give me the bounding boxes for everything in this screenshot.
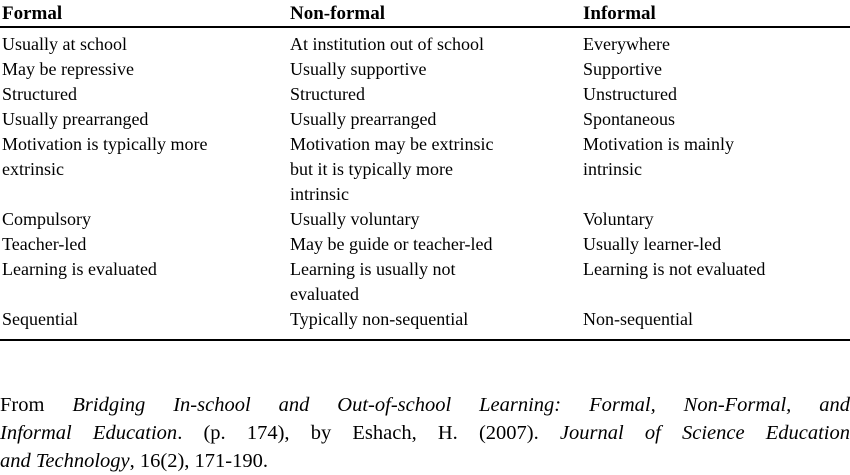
table-row: Usually prearranged Usually prearranged … [0,107,850,132]
table-cell: Usually voluntary [290,209,420,229]
table-cell: Compulsory [2,209,92,229]
table-cell: Learning is usually not evaluated [290,259,456,304]
citation-journal: Journal of Science Education [559,422,850,444]
citation-from: From [0,394,73,416]
table-cell: Motivation may be extrinsic but it is ty… [290,134,494,204]
table-cell: Motivation is mainly intrinsic [583,134,734,179]
table-cell: Unstructured [583,84,677,104]
table-row: Usually at school At institution out of … [0,32,850,57]
table-cell: Structured [290,84,365,104]
table-cell: Typically non-sequential [290,309,469,329]
table-cell: Teacher-led [2,234,87,254]
table-cell: Usually learner-led [583,234,722,254]
table-cell: May be guide or teacher-led [290,234,493,254]
column-header-formal: Formal [2,3,63,24]
citation-line: and Technology, 16(2), 171-190. [0,447,850,475]
column-header-nonformal: Non-formal [290,3,385,24]
table-row: Structured Structured Unstructured [0,82,850,107]
citation-line: From Bridging In-school and Out-of-schoo… [0,391,850,419]
citation-suffix: , 16(2), 171-190. [129,450,268,472]
table-cell: Spontaneous [583,109,675,129]
table-row: Compulsory Usually voluntary Voluntary [0,207,850,232]
table-cell: Sequential [2,309,78,329]
table-row: Motivation is typically more extrinsic M… [0,132,850,207]
table-row: May be repressive Usually supportive Sup… [0,57,850,82]
citation-journal: and Technology [0,450,130,472]
citation-line: Informal Education. (p. 174), by Eshach,… [0,419,850,447]
table-cell: Voluntary [583,209,654,229]
table-cell: Learning is evaluated [2,259,157,279]
citation-title: Bridging In-school and Out-of-school Lea… [72,394,850,416]
table-cell: Motivation is typically more extrinsic [2,134,208,179]
table-cell: Supportive [583,59,662,79]
table-row: Sequential Typically non-sequential Non-… [0,307,850,332]
table-cell: At institution out of school [290,34,485,54]
table-cell: Non-sequential [583,309,693,329]
table-cell: Everywhere [583,34,670,54]
table-row: Teacher-led May be guide or teacher-led … [0,232,850,257]
table-cell: Usually supportive [290,59,427,79]
citation-middle: . (p. 174), by Eshach, H. (2007). [177,422,560,444]
table-cell: May be repressive [2,59,134,79]
table-body: Usually at school At institution out of … [0,28,850,341]
citation: From Bridging In-school and Out-of-schoo… [0,391,850,475]
table-cell: Usually prearranged [2,109,149,129]
column-header-informal: Informal [583,3,656,24]
table-cell: Structured [2,84,77,104]
table-row: Learning is evaluated Learning is usuall… [0,257,850,307]
table-header-row: Formal Non-formal Informal [0,0,850,28]
table-cell: Learning is not evaluated [583,259,766,279]
citation-title: Informal Education [0,422,178,444]
table-cell: Usually at school [2,34,127,54]
table-cell: Usually prearranged [290,109,437,129]
comparison-table: Formal Non-formal Informal Usually at sc… [0,0,850,341]
